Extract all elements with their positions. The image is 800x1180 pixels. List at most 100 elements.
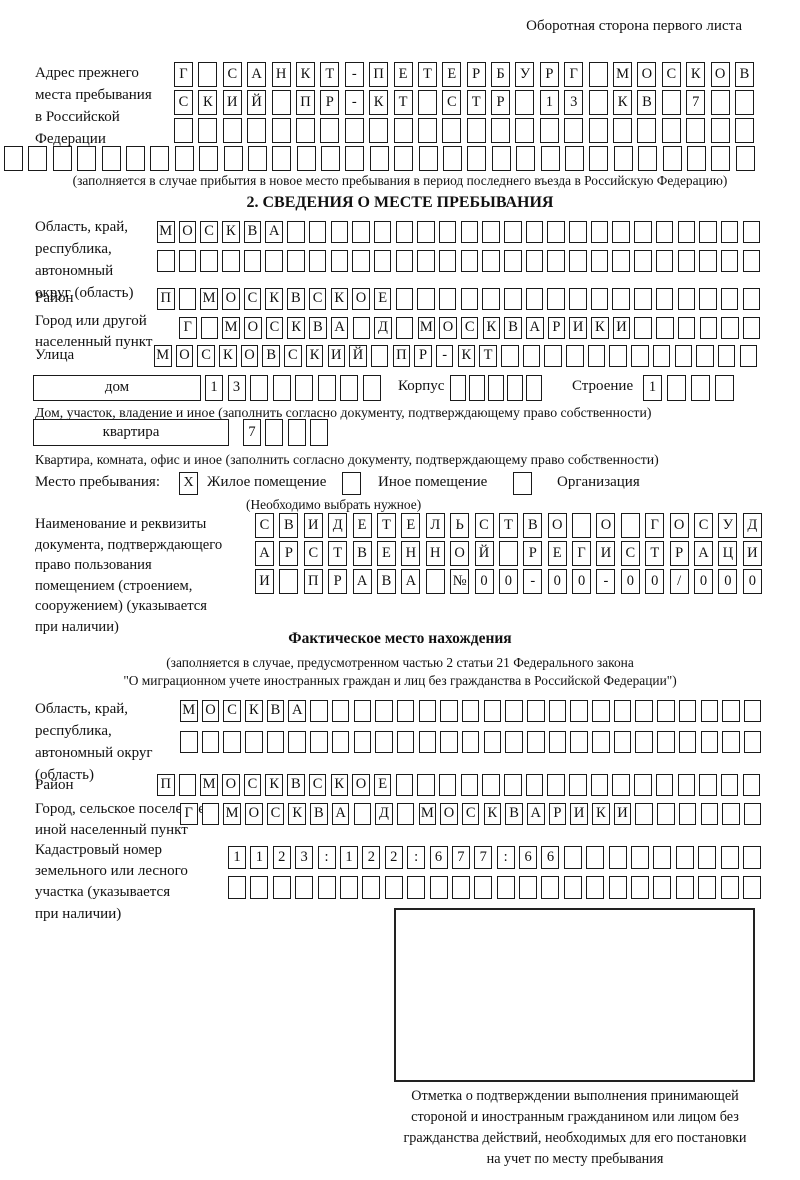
char-cell[interactable] bbox=[375, 700, 393, 722]
char-cell[interactable] bbox=[527, 700, 545, 722]
char-cell[interactable] bbox=[178, 288, 197, 310]
char-cell[interactable]: С bbox=[223, 700, 241, 722]
char-cell[interactable] bbox=[592, 700, 610, 722]
char-cell[interactable] bbox=[588, 118, 608, 143]
char-cell[interactable]: К bbox=[198, 90, 218, 115]
char-cell[interactable] bbox=[505, 731, 523, 753]
char-cell[interactable]: Д bbox=[328, 513, 348, 538]
char-cell[interactable]: Р bbox=[414, 345, 432, 367]
char-cell[interactable]: 0 bbox=[645, 569, 665, 594]
char-cell[interactable] bbox=[101, 146, 121, 171]
char-cell[interactable] bbox=[488, 375, 504, 401]
char-cell[interactable] bbox=[544, 345, 562, 367]
char-cell[interactable]: С bbox=[243, 288, 262, 310]
char-cell[interactable]: № bbox=[450, 569, 470, 594]
char-cell[interactable]: 7 bbox=[474, 846, 493, 869]
char-cell[interactable]: Н bbox=[425, 541, 445, 566]
char-cell[interactable] bbox=[655, 774, 674, 796]
char-cell[interactable] bbox=[330, 250, 348, 272]
char-cell[interactable] bbox=[317, 876, 336, 899]
char-cell[interactable]: Г bbox=[645, 513, 665, 538]
char-cell[interactable]: К bbox=[369, 90, 389, 115]
char-cell[interactable]: Е bbox=[376, 541, 396, 566]
char-cell[interactable]: К bbox=[265, 288, 283, 310]
char-cell[interactable]: Т bbox=[417, 62, 437, 87]
char-cell[interactable] bbox=[288, 731, 306, 753]
char-cell[interactable]: К bbox=[222, 221, 240, 243]
char-cell[interactable]: Р bbox=[547, 317, 566, 339]
char-cell[interactable]: М bbox=[613, 62, 633, 87]
char-cell[interactable]: У bbox=[515, 62, 535, 87]
char-cell[interactable] bbox=[655, 221, 674, 243]
char-cell[interactable]: 1 bbox=[339, 846, 358, 869]
char-cell[interactable] bbox=[287, 221, 305, 243]
char-cell[interactable] bbox=[612, 288, 630, 310]
char-cell[interactable] bbox=[677, 288, 695, 310]
char-cell[interactable]: Р bbox=[320, 90, 340, 115]
char-cell[interactable]: С bbox=[460, 317, 479, 339]
char-cell[interactable] bbox=[295, 876, 314, 899]
char-cell[interactable] bbox=[466, 118, 486, 143]
char-cell[interactable] bbox=[734, 90, 754, 115]
char-cell[interactable]: О bbox=[440, 803, 458, 825]
char-cell[interactable] bbox=[125, 146, 145, 171]
char-cell[interactable] bbox=[467, 146, 487, 171]
char-cell[interactable] bbox=[742, 876, 761, 899]
char-cell[interactable] bbox=[635, 731, 653, 753]
char-cell[interactable] bbox=[460, 221, 479, 243]
char-cell[interactable]: В bbox=[287, 774, 305, 796]
char-cell[interactable] bbox=[547, 774, 565, 796]
char-cell[interactable] bbox=[442, 118, 462, 143]
char-cell[interactable]: Й bbox=[349, 345, 367, 367]
char-cell[interactable] bbox=[609, 345, 627, 367]
char-cell[interactable]: М bbox=[417, 317, 436, 339]
char-cell[interactable] bbox=[735, 146, 755, 171]
char-cell[interactable]: В bbox=[734, 62, 754, 87]
char-cell[interactable] bbox=[310, 731, 328, 753]
char-cell[interactable] bbox=[396, 700, 415, 722]
char-cell[interactable]: Л bbox=[425, 513, 445, 538]
char-cell[interactable]: В bbox=[287, 288, 305, 310]
char-cell[interactable] bbox=[482, 774, 500, 796]
char-cell[interactable] bbox=[525, 221, 544, 243]
char-cell[interactable]: Р bbox=[523, 541, 543, 566]
char-cell[interactable] bbox=[440, 700, 458, 722]
char-cell[interactable] bbox=[483, 731, 502, 753]
char-cell[interactable] bbox=[720, 221, 739, 243]
char-cell[interactable]: 6 bbox=[519, 846, 538, 869]
char-cell[interactable] bbox=[699, 250, 717, 272]
char-cell[interactable] bbox=[384, 876, 403, 899]
char-cell[interactable]: А bbox=[694, 541, 714, 566]
char-cell[interactable]: О bbox=[352, 288, 370, 310]
char-cell[interactable] bbox=[460, 250, 479, 272]
char-cell[interactable] bbox=[677, 250, 695, 272]
char-cell[interactable]: С bbox=[461, 803, 480, 825]
char-cell[interactable] bbox=[620, 513, 640, 538]
char-cell[interactable] bbox=[653, 846, 672, 869]
char-cell[interactable]: С bbox=[620, 541, 640, 566]
char-cell[interactable] bbox=[698, 846, 717, 869]
char-cell[interactable]: 1 bbox=[539, 90, 559, 115]
char-cell[interactable] bbox=[608, 846, 627, 869]
char-cell[interactable] bbox=[272, 876, 291, 899]
char-cell[interactable] bbox=[395, 774, 414, 796]
char-cell[interactable]: А bbox=[247, 62, 267, 87]
char-cell[interactable]: В bbox=[376, 569, 396, 594]
char-cell[interactable]: С bbox=[174, 90, 193, 115]
char-cell[interactable]: Е bbox=[442, 62, 462, 87]
char-cell[interactable] bbox=[504, 288, 522, 310]
char-cell[interactable]: К bbox=[457, 345, 476, 367]
char-cell[interactable] bbox=[686, 146, 706, 171]
char-cell[interactable] bbox=[541, 876, 560, 899]
char-cell[interactable] bbox=[331, 700, 350, 722]
char-cell[interactable] bbox=[710, 90, 730, 115]
char-cell[interactable]: И bbox=[570, 803, 588, 825]
char-cell[interactable]: 2 bbox=[362, 846, 381, 869]
char-cell[interactable] bbox=[655, 288, 674, 310]
char-cell[interactable]: 3 bbox=[227, 375, 246, 401]
char-cell[interactable]: А bbox=[526, 317, 544, 339]
char-cell[interactable]: Б bbox=[491, 62, 511, 87]
char-cell[interactable]: Д bbox=[742, 513, 762, 538]
char-cell[interactable] bbox=[507, 375, 523, 401]
char-cell[interactable]: М bbox=[418, 803, 437, 825]
